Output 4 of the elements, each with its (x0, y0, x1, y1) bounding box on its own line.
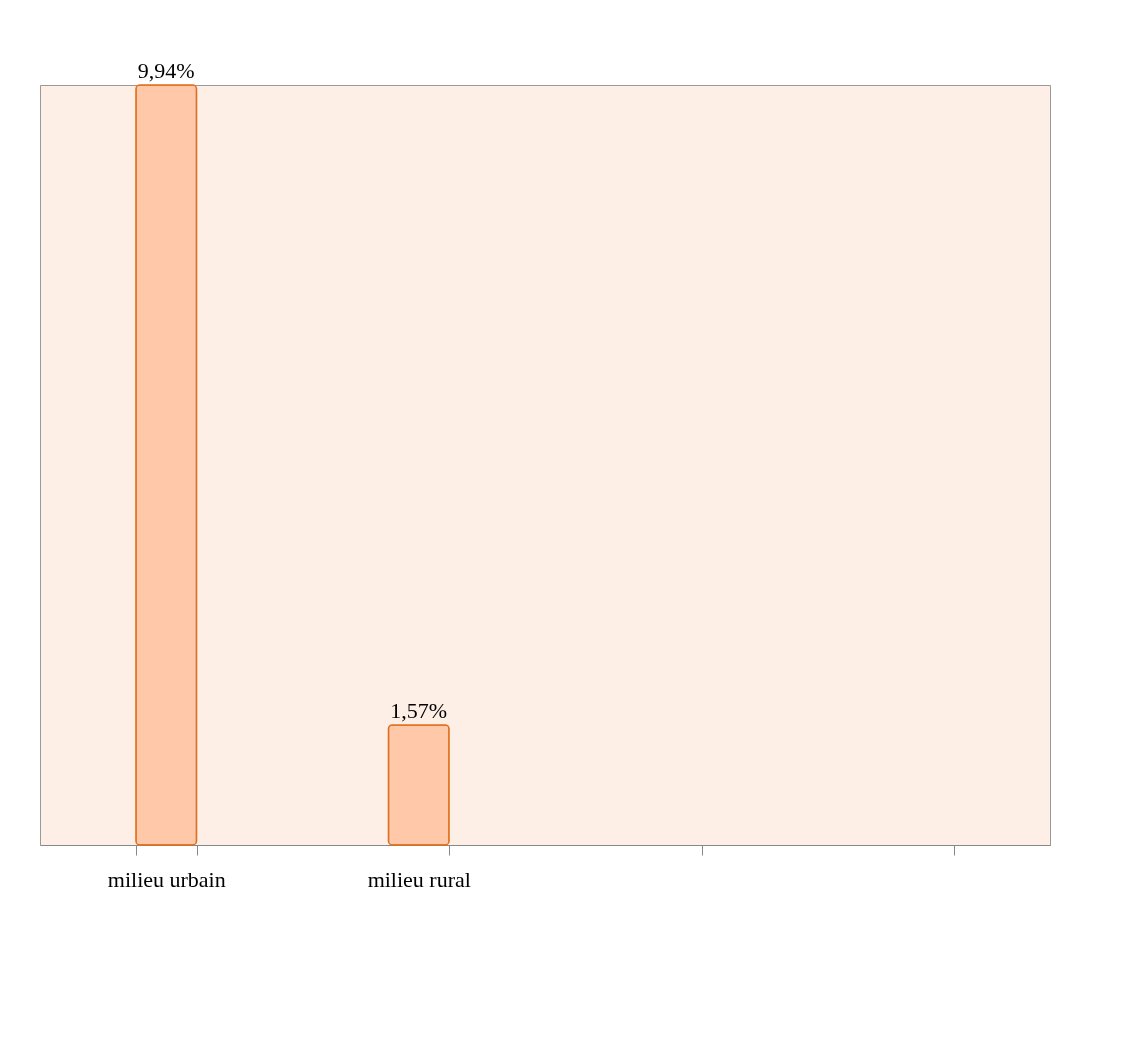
data-label: 1,57% (390, 697, 448, 723)
data-label: 9,94% (137, 58, 195, 83)
x-tick-label: milieu urbain (107, 866, 226, 892)
x-tick-label: milieu rural (367, 866, 471, 892)
